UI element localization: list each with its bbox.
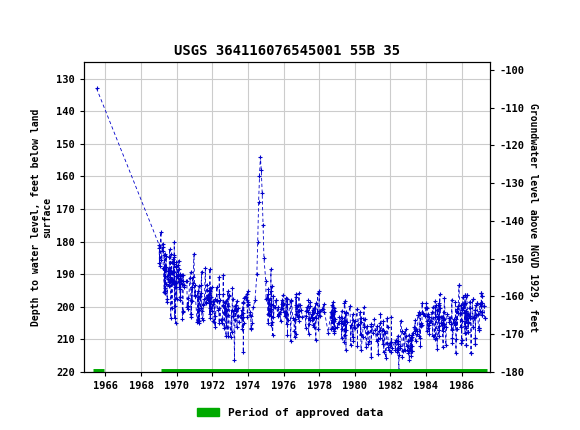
Y-axis label: Depth to water level, feet below land
surface: Depth to water level, feet below land su… — [31, 108, 52, 326]
Title: USGS 364116076545001 55B 35: USGS 364116076545001 55B 35 — [174, 44, 400, 58]
Text: ≡USGS: ≡USGS — [6, 12, 77, 29]
Y-axis label: Groundwater level above NGVD 1929, feet: Groundwater level above NGVD 1929, feet — [528, 103, 538, 332]
Legend: Period of approved data: Period of approved data — [193, 403, 387, 422]
